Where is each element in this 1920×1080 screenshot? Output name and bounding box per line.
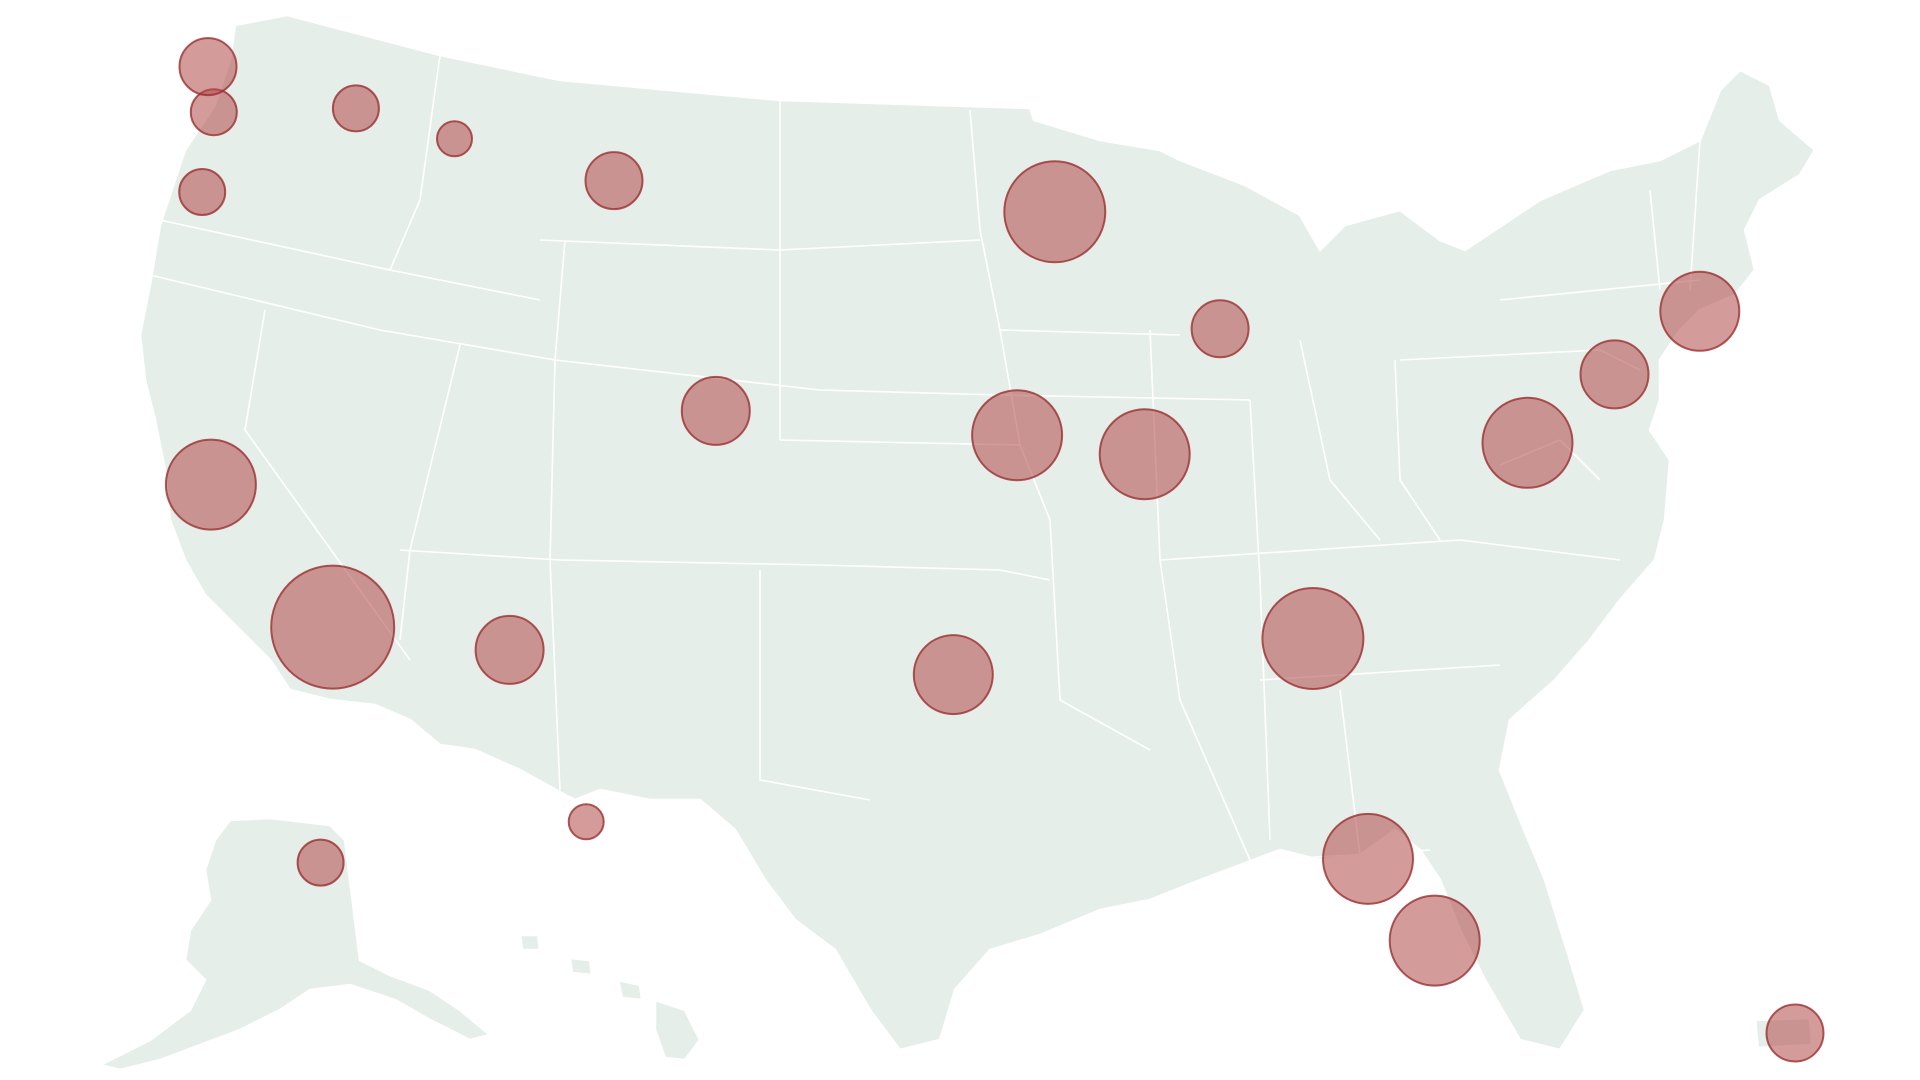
hawaii-kauai: [518, 933, 542, 952]
border-line: [549, 239, 566, 791]
hawaii-big-island: [653, 998, 702, 1062]
border-line: [149, 274, 1251, 401]
border-line: [519, 769, 566, 796]
border-line: [389, 54, 441, 271]
border-line: [1299, 339, 1381, 541]
location-bubble-atlanta[interactable]: [1261, 587, 1365, 690]
contiguous-us-landmass: [138, 13, 1817, 1052]
border-line: [1249, 399, 1271, 841]
location-bubble-miami[interactable]: [1388, 894, 1481, 987]
location-bubble-st-louis[interactable]: [1098, 408, 1191, 501]
border-line: [399, 549, 1001, 571]
hawaii-oahu: [568, 956, 594, 977]
location-bubble-billings[interactable]: [584, 151, 644, 211]
location-bubble-missoula[interactable]: [436, 120, 473, 158]
location-bubble-denver[interactable]: [680, 375, 751, 446]
bubble-layer: [164, 37, 1825, 1063]
location-bubble-bellingham[interactable]: [178, 37, 238, 97]
border-line: [1689, 139, 1701, 291]
border-line: [1394, 359, 1441, 541]
border-line: [1649, 189, 1661, 291]
location-bubble-san-juan[interactable]: [1765, 1003, 1825, 1063]
location-bubble-dallas[interactable]: [912, 634, 994, 716]
location-bubble-chicago[interactable]: [1190, 299, 1250, 359]
location-bubble-san-francisco[interactable]: [164, 438, 257, 531]
border-line: [1049, 519, 1151, 751]
location-bubble-washington-dc[interactable]: [1481, 396, 1574, 489]
location-bubble-anchorage[interactable]: [296, 838, 345, 887]
location-bubble-phoenix[interactable]: [474, 614, 545, 685]
border-line: [779, 239, 981, 251]
location-bubble-seattle-area[interactable]: [189, 88, 238, 137]
location-bubble-boston[interactable]: [1659, 270, 1741, 352]
border-line: [999, 569, 1051, 581]
hawaii-maui: [616, 978, 644, 1002]
location-bubble-portland-or[interactable]: [178, 168, 227, 216]
location-bubble-honolulu[interactable]: [567, 803, 605, 841]
location-bubble-tampa[interactable]: [1322, 812, 1414, 905]
location-bubble-kansas-city[interactable]: [971, 389, 1064, 482]
border-line: [1499, 279, 1701, 301]
alaska-landmass: [98, 816, 492, 1072]
land-layer: [98, 13, 1817, 1072]
border-line: [759, 570, 871, 801]
location-bubble-minneapolis[interactable]: [1003, 160, 1107, 264]
border-line: [1159, 539, 1621, 561]
location-bubble-spokane[interactable]: [331, 84, 380, 133]
location-bubble-los-angeles[interactable]: [270, 564, 396, 690]
location-bubble-new-york[interactable]: [1579, 339, 1650, 410]
